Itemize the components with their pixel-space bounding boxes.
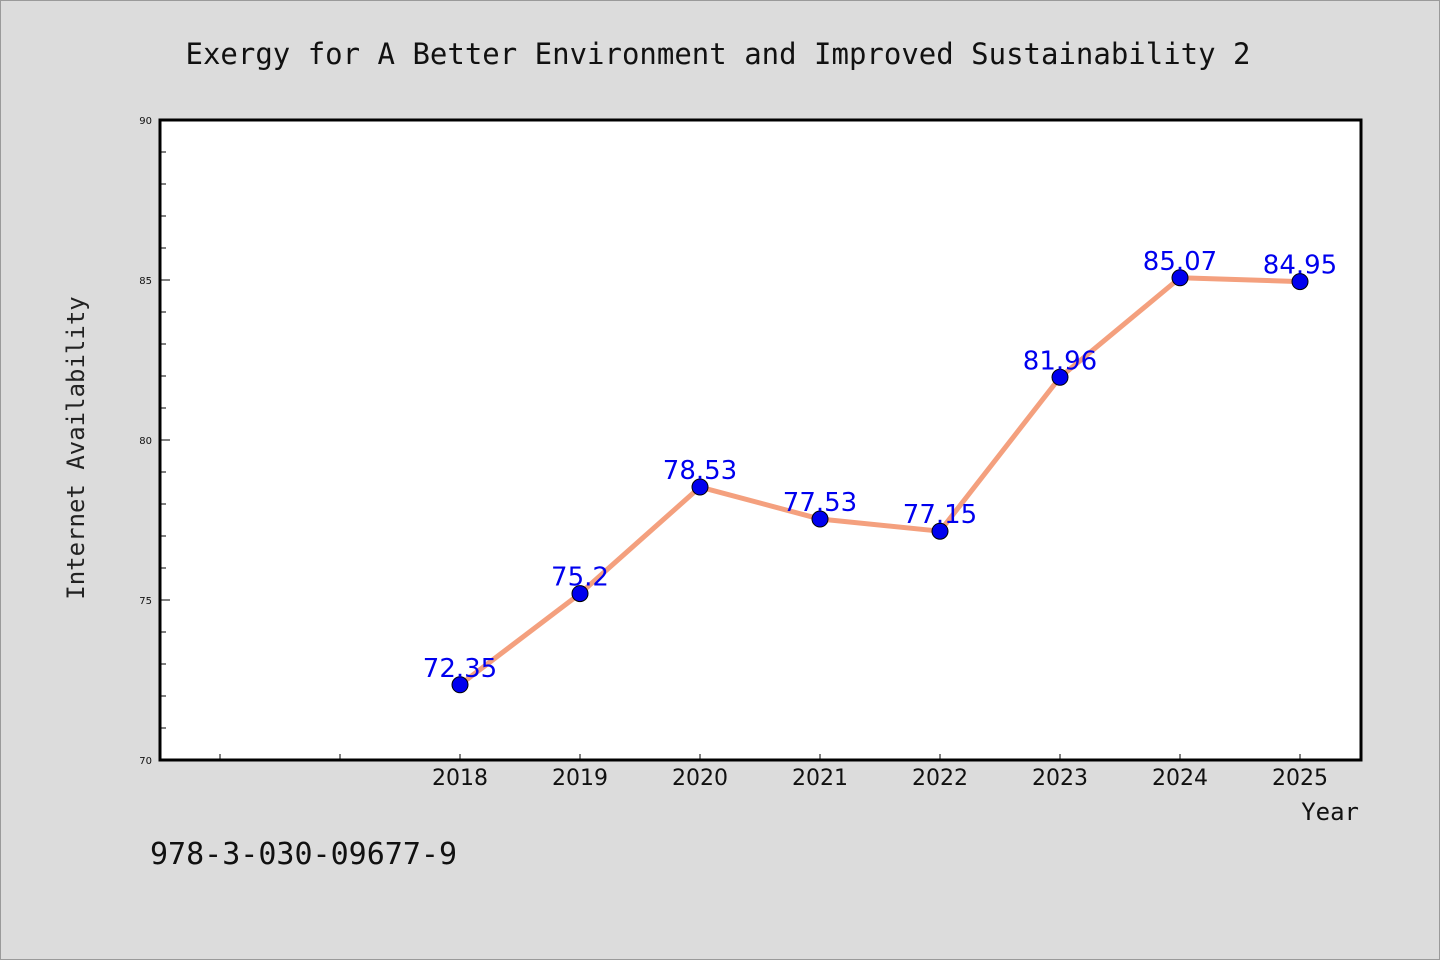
data-point: [931, 522, 949, 540]
data-label: 78.53: [663, 456, 737, 486]
plot-area: [158, 118, 1363, 762]
data-point: [1051, 368, 1069, 386]
data-label: 72.35: [423, 654, 497, 684]
data-label: 84.95: [1263, 251, 1337, 281]
x-tick-label: 2019: [552, 766, 608, 791]
x-tick-label: 2018: [432, 766, 488, 791]
series-group: 72.35 75.2 78.53 77.53 77.15 81.96 85.07 84.95: [423, 247, 1337, 694]
y-axis-label: Internet Availability: [62, 296, 90, 599]
x-tick-label: 2024: [1152, 766, 1208, 791]
data-label: 75.2: [551, 563, 609, 593]
data-point: [451, 676, 469, 694]
x-tick-label: 2020: [672, 766, 728, 791]
series-line: [457, 275, 1303, 688]
x-tick-label: 2023: [1032, 766, 1088, 791]
data-point: [571, 585, 589, 603]
x-axis-ticks: 2018 2019 2020 2021 2022 2023 2024 2025: [219, 754, 1328, 791]
data-point: [1291, 273, 1309, 291]
x-tick-label: 2025: [1272, 766, 1328, 791]
isbn-footer: 978-3-030-09677-9: [150, 837, 457, 872]
data-label: 85.07: [1143, 247, 1217, 277]
svg-text:Internet Availability: Internet Availability: [62, 296, 90, 599]
y-tick-label: 80: [139, 436, 152, 447]
data-point: [1171, 269, 1189, 287]
x-tick-label: 2022: [912, 766, 968, 791]
data-point: [811, 510, 829, 528]
data-point: [691, 478, 709, 496]
y-tick-label: 70: [139, 756, 152, 767]
chart-title: Exergy for A Better Environment and Impr…: [185, 37, 1250, 71]
data-label: 81.96: [1023, 346, 1097, 376]
x-tick-label: 2021: [792, 766, 848, 791]
data-label: 77.53: [783, 488, 857, 518]
y-tick-label: 75: [139, 596, 152, 607]
data-label: 77.15: [903, 500, 977, 530]
y-tick-label: 85: [139, 276, 152, 287]
x-axis-label: Year: [1301, 798, 1359, 826]
y-axis-ticks: 70 75 80 85 90: [139, 116, 170, 767]
y-tick-label: 90: [139, 116, 152, 127]
